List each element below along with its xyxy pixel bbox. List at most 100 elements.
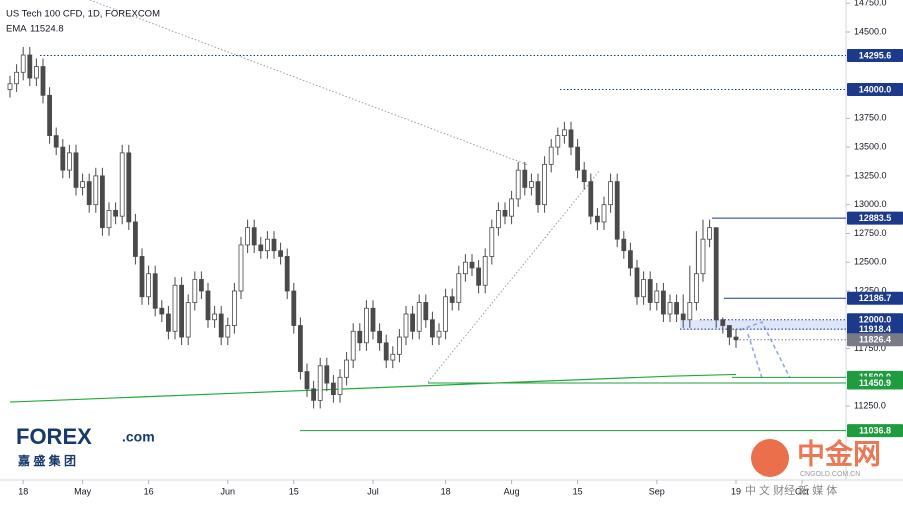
candle-body — [324, 365, 330, 384]
candle-body — [456, 273, 462, 303]
y-tick-label: 12750.0 — [854, 228, 887, 238]
candle-body — [80, 181, 85, 188]
candle-body — [291, 290, 297, 326]
level-label-box — [847, 333, 903, 347]
candle-body — [377, 330, 383, 344]
level-label-box — [847, 291, 903, 305]
candle-body — [443, 296, 449, 332]
y-tick-label: 13000.0 — [854, 199, 887, 209]
candle-body — [231, 290, 237, 326]
candle-body — [575, 146, 580, 171]
candle-body — [581, 169, 587, 183]
logo-brand: FOREX — [16, 424, 92, 449]
y-tick-label: 13250.0 — [854, 170, 887, 180]
candle-body — [100, 175, 105, 229]
x-tick-label: 19 — [731, 486, 741, 496]
candle-body — [449, 296, 455, 303]
y-tick-label: 12250.0 — [854, 285, 887, 295]
x-tick-label: Jun — [221, 486, 236, 496]
y-tick-label: 13750.0 — [854, 113, 887, 123]
level-label: 12883.5 — [859, 213, 892, 223]
candle-body — [86, 181, 92, 206]
candle-body — [245, 227, 251, 246]
x-tick-label: 15 — [289, 486, 299, 496]
candle-body — [509, 198, 515, 217]
candle-body — [482, 256, 488, 286]
candle-body — [344, 359, 350, 378]
y-tick-label: 12500.0 — [854, 257, 887, 267]
candle-body — [370, 307, 376, 332]
candle-body — [350, 330, 356, 361]
x-tick-label: 18 — [441, 486, 451, 496]
candle-body — [416, 302, 422, 332]
candle-body — [152, 273, 158, 309]
watermark-site: CNGOLD.COM.CN — [800, 471, 860, 478]
y-tick-label: 13500.0 — [854, 141, 887, 151]
candle-body — [165, 313, 171, 332]
candle-body — [403, 313, 409, 338]
candle-body — [251, 227, 257, 246]
candle-body — [47, 94, 52, 136]
candle-body — [608, 181, 613, 206]
candle-body — [542, 163, 547, 206]
x-tick-label: Oct — [795, 486, 810, 496]
watermark-icon — [751, 439, 789, 477]
candle-body — [357, 330, 363, 344]
x-tick-label: 16 — [144, 486, 154, 496]
candle-body — [641, 279, 646, 298]
candle-body — [489, 227, 495, 257]
candle-body — [67, 152, 72, 171]
candle-body — [423, 302, 429, 321]
level-label: 11826.4 — [859, 335, 891, 345]
candle-body — [238, 244, 244, 292]
candle-body — [185, 302, 191, 338]
candle-body — [146, 273, 152, 298]
candle-body — [258, 244, 264, 252]
candle-body — [502, 210, 508, 217]
candle-body — [522, 169, 528, 188]
candle-body — [126, 152, 132, 223]
candle-body — [212, 313, 218, 321]
candle-body — [264, 238, 270, 252]
candle-body — [390, 353, 396, 361]
projection-arrow — [739, 321, 791, 379]
candle-body — [720, 319, 726, 326]
candle-body — [614, 181, 620, 240]
candle-body — [707, 227, 712, 240]
x-tick-label: 18 — [18, 486, 28, 496]
candle-body — [680, 313, 686, 321]
watermark-name: 中金网 — [797, 437, 881, 469]
level-label-box — [847, 322, 903, 336]
candle-body — [595, 215, 600, 223]
candle-body — [634, 267, 640, 298]
candle-body — [53, 135, 59, 148]
logo-suffix: .com — [122, 429, 155, 445]
level-label-box — [847, 49, 903, 63]
candle-body — [396, 336, 402, 355]
candle-body — [34, 66, 39, 79]
x-tick-label: Jul — [367, 486, 379, 496]
candle-body — [515, 169, 521, 200]
level-label-box — [847, 211, 903, 225]
y-tick-label: 11750.0 — [854, 343, 886, 353]
candle-body — [647, 279, 653, 303]
candle-body — [674, 302, 679, 315]
candle-body — [179, 284, 185, 338]
candle-body — [529, 181, 534, 188]
level-label: 12186.7 — [859, 293, 892, 303]
candle-body — [687, 302, 693, 321]
candle-body — [363, 307, 369, 344]
candle-body — [271, 238, 277, 252]
candle-body — [284, 256, 290, 292]
candle-body — [304, 371, 310, 390]
candle-body — [495, 210, 501, 229]
candle-body — [548, 146, 554, 165]
candle-body — [14, 71, 20, 85]
candle-body — [225, 325, 231, 338]
candle-body — [205, 290, 211, 321]
level-label: 14000.0 — [859, 84, 892, 94]
logo-subtitle: 嘉 盛 集 团 — [17, 453, 76, 468]
level-label-box — [847, 83, 903, 97]
x-tick-label: 15 — [573, 486, 583, 496]
